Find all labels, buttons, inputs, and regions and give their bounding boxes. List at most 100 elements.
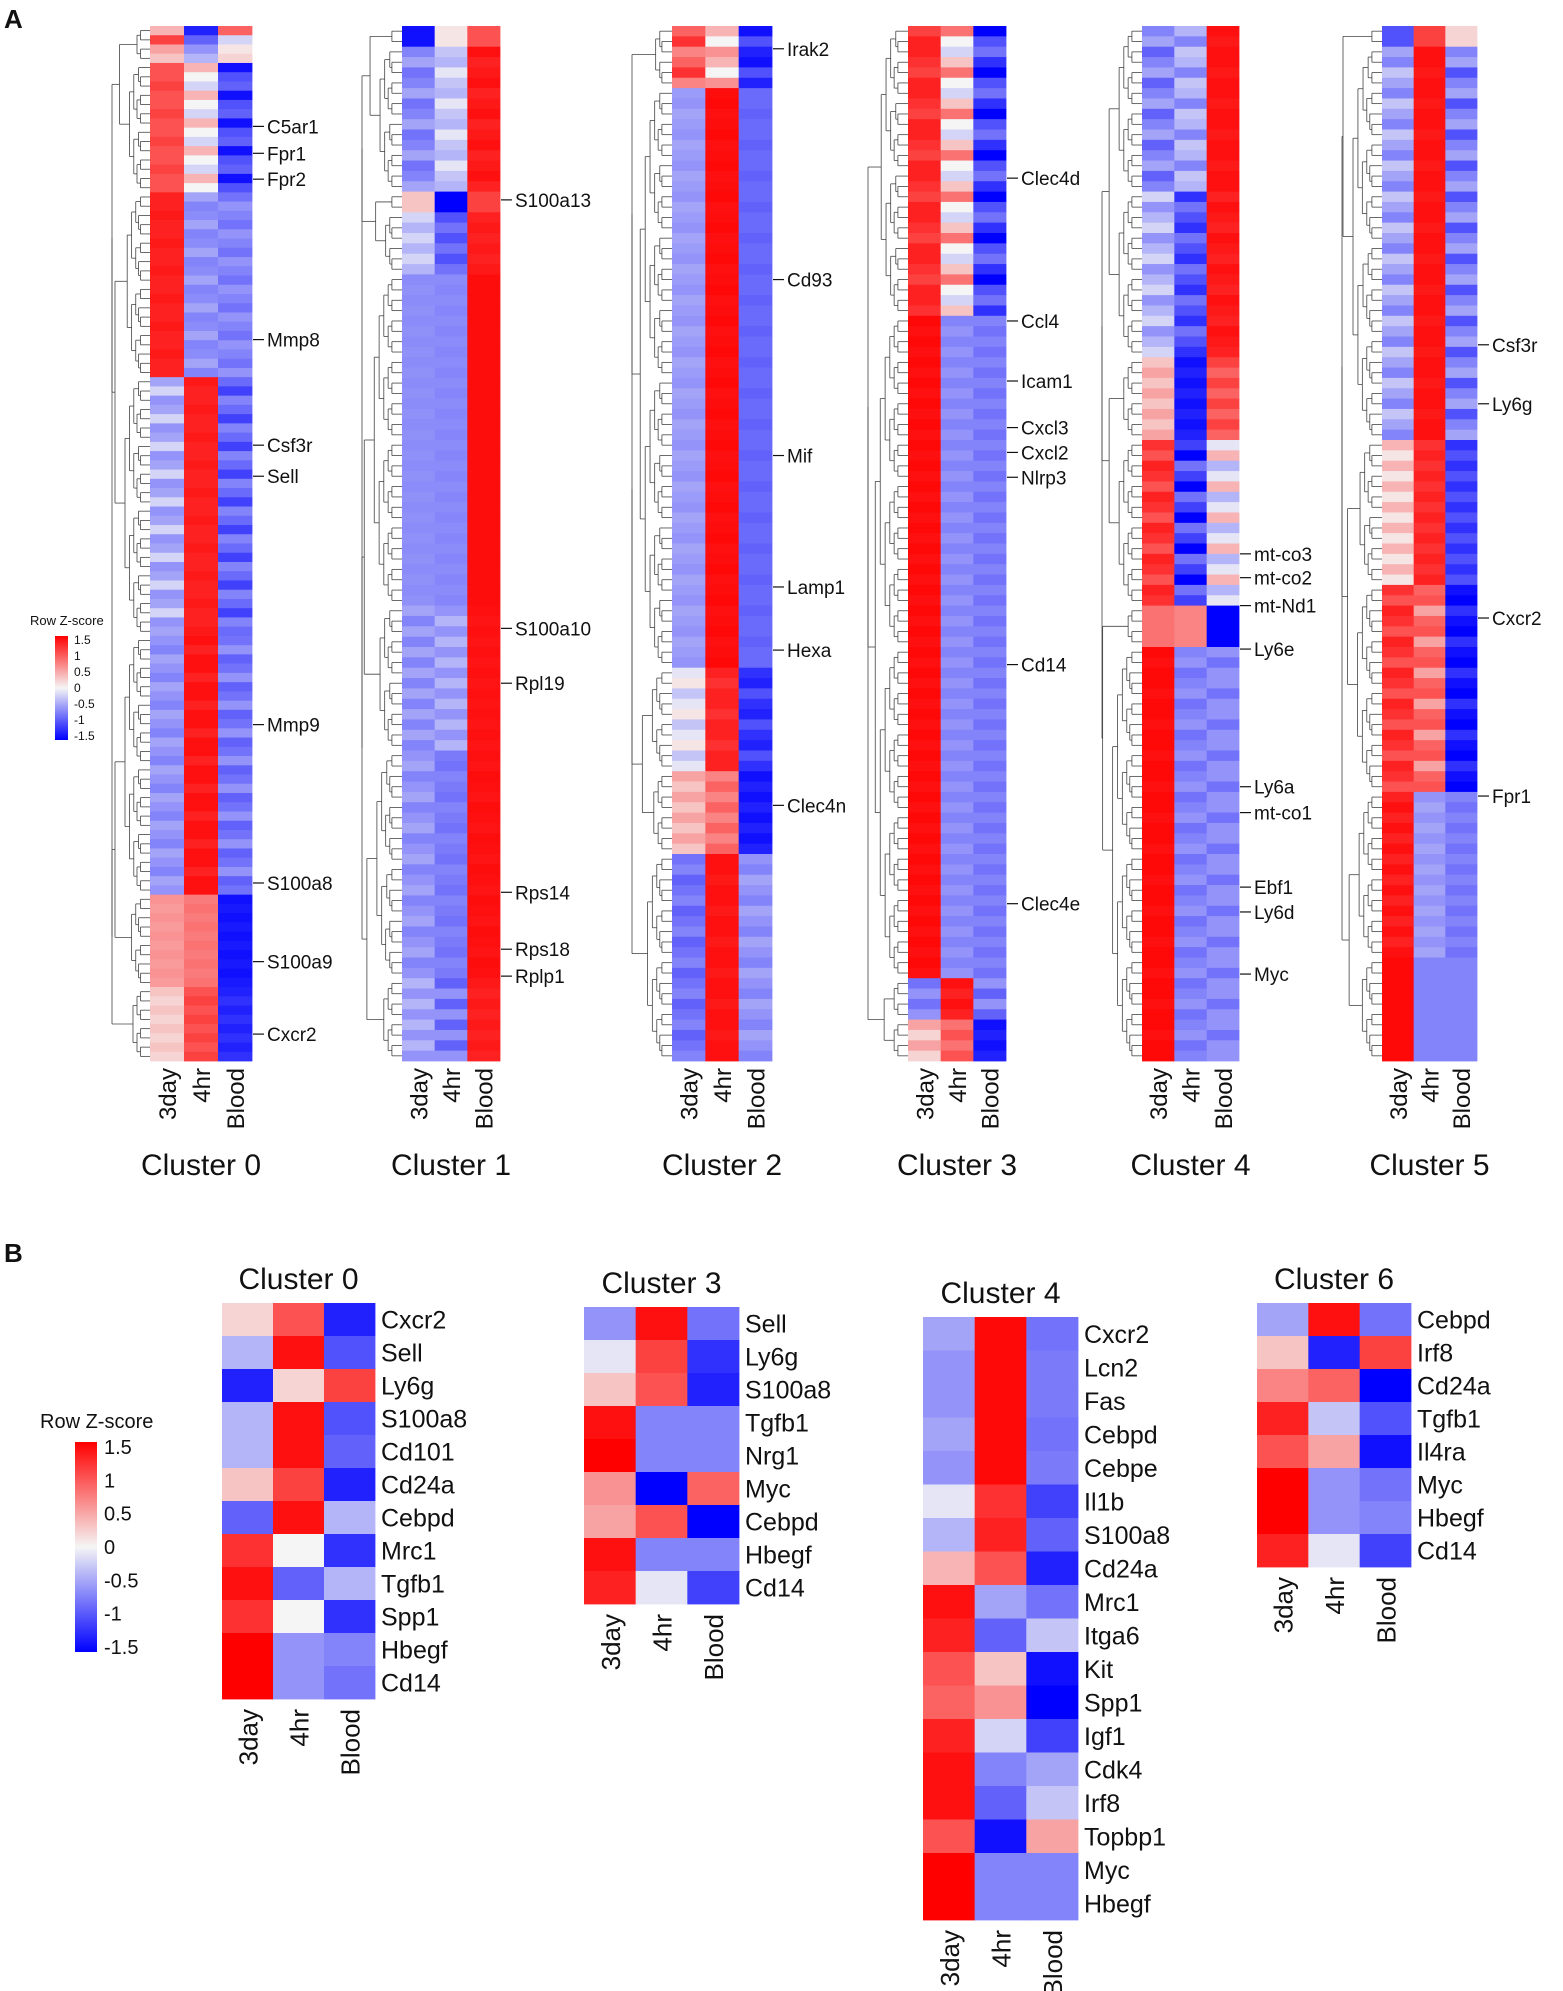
heatmap-cell (150, 367, 185, 378)
heatmap-cell (974, 1417, 1027, 1452)
heatmap-cell (184, 321, 219, 332)
column-label-blood: Blood (978, 1068, 1005, 1129)
heatmap-cell (1382, 916, 1415, 927)
heatmap-cell (908, 471, 942, 482)
row-label-il4ra: Il4ra (1417, 1439, 1466, 1467)
heatmap-cell (672, 26, 706, 37)
heatmap-cell (218, 663, 253, 674)
heatmap-cell (218, 432, 253, 443)
heatmap-cell (434, 440, 468, 451)
heatmap-cell (973, 160, 1007, 172)
heatmap-cell (1142, 491, 1175, 503)
heatmap-cell (1382, 315, 1415, 327)
heatmap-cell (738, 719, 773, 731)
heatmap-cell (1413, 315, 1446, 327)
heatmap-cell (687, 1571, 740, 1605)
heatmap-cell (434, 822, 468, 834)
heatmap-cell (402, 201, 436, 213)
heatmap-cell (584, 1307, 637, 1341)
heatmap-cell (1382, 802, 1415, 813)
heatmap-cell (1174, 36, 1208, 48)
legend-tick-label: 0 (74, 681, 81, 695)
heatmap-cell (973, 429, 1007, 441)
heatmap-cell (672, 367, 706, 379)
heatmap-cell (973, 843, 1007, 855)
heatmap-cell (705, 988, 740, 1000)
heatmap-cell (1445, 1019, 1478, 1031)
heatmap-cell (738, 440, 773, 451)
heatmap-cell (1142, 346, 1175, 358)
heatmap-cell (184, 99, 219, 110)
heatmap-cell (467, 57, 501, 68)
heatmap-cell (940, 119, 974, 130)
heatmap-cell (1142, 957, 1175, 969)
heatmap-cell (184, 423, 219, 434)
heatmap-cell (738, 709, 773, 720)
heatmap-cell (635, 1505, 688, 1539)
heatmap-cell (1413, 274, 1446, 286)
heatmap-cell (705, 657, 740, 669)
heatmap-cell (940, 170, 974, 182)
heatmap-cell (705, 139, 740, 151)
heatmap-cell (738, 57, 773, 68)
row-label-tgfb1: Tgfb1 (1417, 1406, 1481, 1434)
heatmap-cell (908, 191, 942, 203)
heatmap-cell (1445, 647, 1478, 658)
heatmap-cell (672, 978, 706, 989)
heatmap-cell (434, 119, 468, 130)
heatmap-cell (184, 1051, 219, 1062)
heatmap-cell (1382, 833, 1415, 845)
heatmap-cell (1413, 77, 1446, 89)
heatmap-cell (1413, 854, 1446, 865)
heatmap-cell (908, 781, 942, 793)
heatmap-cell (1413, 67, 1446, 79)
heatmap-cell (184, 959, 219, 969)
heatmap-cell (705, 916, 740, 927)
heatmap-cell (705, 564, 740, 575)
heatmap-cell (1413, 957, 1446, 969)
heatmap-cell (1142, 264, 1175, 275)
heatmap-cell (402, 905, 436, 917)
heatmap-cell (1142, 574, 1175, 586)
heatmap-cell (738, 212, 773, 224)
heatmap-cell (1445, 781, 1478, 793)
heatmap-cell (218, 913, 253, 923)
heatmap-cell (402, 822, 436, 834)
heatmap-cell (218, 894, 253, 905)
heatmap-cell (1413, 502, 1446, 513)
heatmap-cell (1445, 522, 1478, 534)
heatmap-cell (705, 833, 740, 845)
heatmap-cell (940, 864, 974, 876)
heatmap-cell (973, 874, 1007, 886)
heatmap-cell (1382, 905, 1415, 917)
heatmap-cell (738, 315, 773, 327)
heatmap-cell (1174, 429, 1208, 441)
heatmap-cell (973, 833, 1007, 845)
heatmap-cell (467, 1050, 501, 1062)
heatmap-cell (434, 916, 468, 927)
heatmap-cell (973, 481, 1007, 493)
heatmap-cell (1206, 26, 1240, 37)
column-label-3day: 3day (1146, 1068, 1173, 1120)
heatmap-cell (467, 243, 501, 255)
heatmap-cell (1142, 905, 1175, 917)
heatmap-cell (705, 936, 740, 948)
heatmap-cell (402, 595, 436, 606)
heatmap-cell (940, 233, 974, 244)
heatmap-cell (1174, 605, 1208, 617)
heatmap-cell (908, 36, 942, 48)
row-label-ebf1: Ebf1 (1254, 878, 1293, 899)
column-label-blood: Blood (472, 1068, 499, 1129)
heatmap-cell (184, 922, 219, 933)
heatmap-cell (1382, 1019, 1415, 1031)
heatmap-cell (434, 419, 468, 431)
heatmap-cell (1142, 98, 1175, 110)
heatmap-cell (324, 1369, 376, 1403)
heatmap-cell (973, 295, 1007, 306)
heatmap-cell (1413, 584, 1446, 596)
row-label-fas: Fas (1084, 1388, 1126, 1416)
heatmap-cell (434, 57, 468, 68)
heatmap-cell (150, 950, 185, 960)
heatmap-cell (940, 998, 974, 1010)
heatmap-cell (1142, 429, 1175, 441)
